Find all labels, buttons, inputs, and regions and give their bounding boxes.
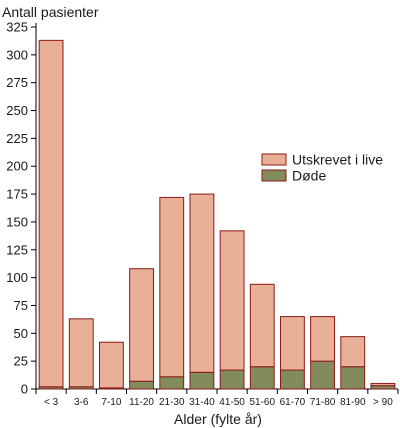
x-tick-label: 21-30	[159, 397, 185, 408]
bar-segment	[219, 369, 245, 390]
y-tick-label: 325	[6, 20, 28, 35]
y-tick-label: 150	[6, 214, 28, 229]
x-tick-label: 41-50	[219, 397, 245, 408]
y-axis: 0 25 50 75 100 125 150 175 200 225 250 275 300 325	[6, 20, 37, 397]
x-tick-label: 81-90	[340, 397, 366, 408]
bar-segment	[68, 318, 94, 388]
legend-label: Døde	[292, 168, 326, 184]
y-tick-label: 50	[14, 326, 28, 341]
x-tick-label: > 90	[373, 397, 393, 408]
bar-segment	[129, 268, 154, 382]
bar-segment	[340, 336, 366, 368]
bar-segment	[340, 366, 366, 390]
bar-segment	[189, 193, 215, 373]
legend-label: Utskrevet i live	[292, 152, 383, 168]
y-tick-label: 25	[14, 354, 28, 369]
y-tick-label: 100	[6, 270, 28, 285]
bars	[38, 39, 396, 390]
y-tick-label: 300	[6, 47, 28, 62]
bar-segment	[249, 366, 275, 390]
bar-segment	[129, 380, 154, 390]
bar-segment	[310, 316, 335, 362]
bar-segment	[249, 283, 275, 368]
bar-segment	[310, 360, 335, 390]
legend-swatch	[261, 153, 287, 166]
bar-segment	[370, 382, 396, 387]
bar-segment	[280, 369, 305, 390]
y-tick-label: 225	[6, 131, 28, 146]
bar-segment	[159, 376, 185, 390]
bar-segment	[219, 230, 245, 371]
y-tick-label: 125	[6, 242, 28, 257]
y-tick-label: 175	[6, 187, 28, 202]
x-tick-label: 31-40	[189, 397, 215, 408]
bar-segment	[370, 385, 396, 390]
bar-segment	[159, 196, 185, 378]
bar-segment	[99, 341, 124, 389]
x-tick-label: 51-60	[249, 397, 275, 408]
x-tick-label: 11-20	[129, 397, 154, 408]
y-axis-title: Antall pasienter	[2, 4, 99, 20]
y-tick-label: 275	[6, 75, 28, 90]
y-tick-label: 250	[6, 103, 28, 118]
x-tick-label: 61-70	[280, 397, 306, 408]
x-tick-label: < 3	[44, 397, 59, 408]
y-tick-label: 0	[21, 382, 28, 397]
x-tick-label: 71-80	[310, 397, 336, 408]
y-tick-label: 75	[14, 298, 28, 313]
legend-swatch	[261, 169, 287, 182]
bar-segment	[189, 371, 215, 390]
y-tick-label: 200	[6, 159, 28, 174]
bar-segment	[280, 316, 305, 371]
x-axis: < 3 3-6 7-10 11-20 21-30 31-40 41-50 51-60 61-70…	[35, 388, 399, 408]
x-tick-label: 7-10	[101, 397, 121, 408]
bar-segment	[38, 39, 64, 388]
x-tick-label: 3-6	[74, 397, 89, 408]
x-axis-title: Alder (fylte år)	[174, 411, 262, 427]
